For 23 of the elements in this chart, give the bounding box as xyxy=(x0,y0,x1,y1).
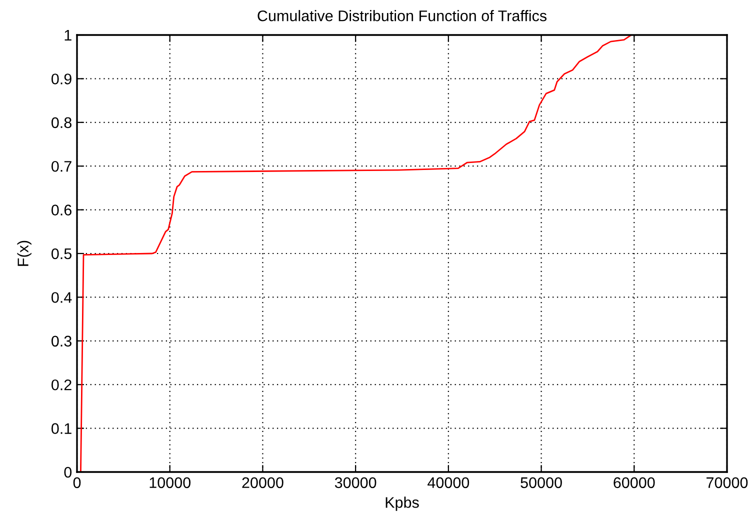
y-tick-label: 0.5 xyxy=(52,248,72,260)
y-tick-label: 0.4 xyxy=(52,292,72,303)
y-tick-label: 0.8 xyxy=(52,117,72,128)
y-tick-label: 0.7 xyxy=(52,160,72,172)
y-tick-label: 0.2 xyxy=(52,379,72,390)
x-tick-label: 20000 xyxy=(242,477,284,488)
x-tick-label: 50000 xyxy=(520,477,562,488)
x-tick-label: 0 xyxy=(73,477,81,488)
x-tick-label: 60000 xyxy=(614,477,655,488)
x-tick-label: 10000 xyxy=(150,477,191,488)
y-axis-title: F(x) xyxy=(17,240,32,266)
x-tick-label: 70000 xyxy=(706,477,748,488)
y-tick-label: 0.9 xyxy=(52,74,72,84)
x-tick-label: 30000 xyxy=(334,477,376,488)
line-series xyxy=(80,35,632,472)
y-tick-label: 0.3 xyxy=(52,336,72,347)
y-tick-label: 0.1 xyxy=(52,423,72,434)
chart-title: Cumulative Distribution Function of Traffics xyxy=(258,10,547,22)
x-tick-label: 40000 xyxy=(428,477,470,488)
y-tick-label: 1 xyxy=(64,30,72,41)
x-axis-title: Kpbs xyxy=(386,496,419,511)
y-tick-label: 0 xyxy=(64,466,72,478)
y-tick-label: 0.6 xyxy=(52,204,72,216)
